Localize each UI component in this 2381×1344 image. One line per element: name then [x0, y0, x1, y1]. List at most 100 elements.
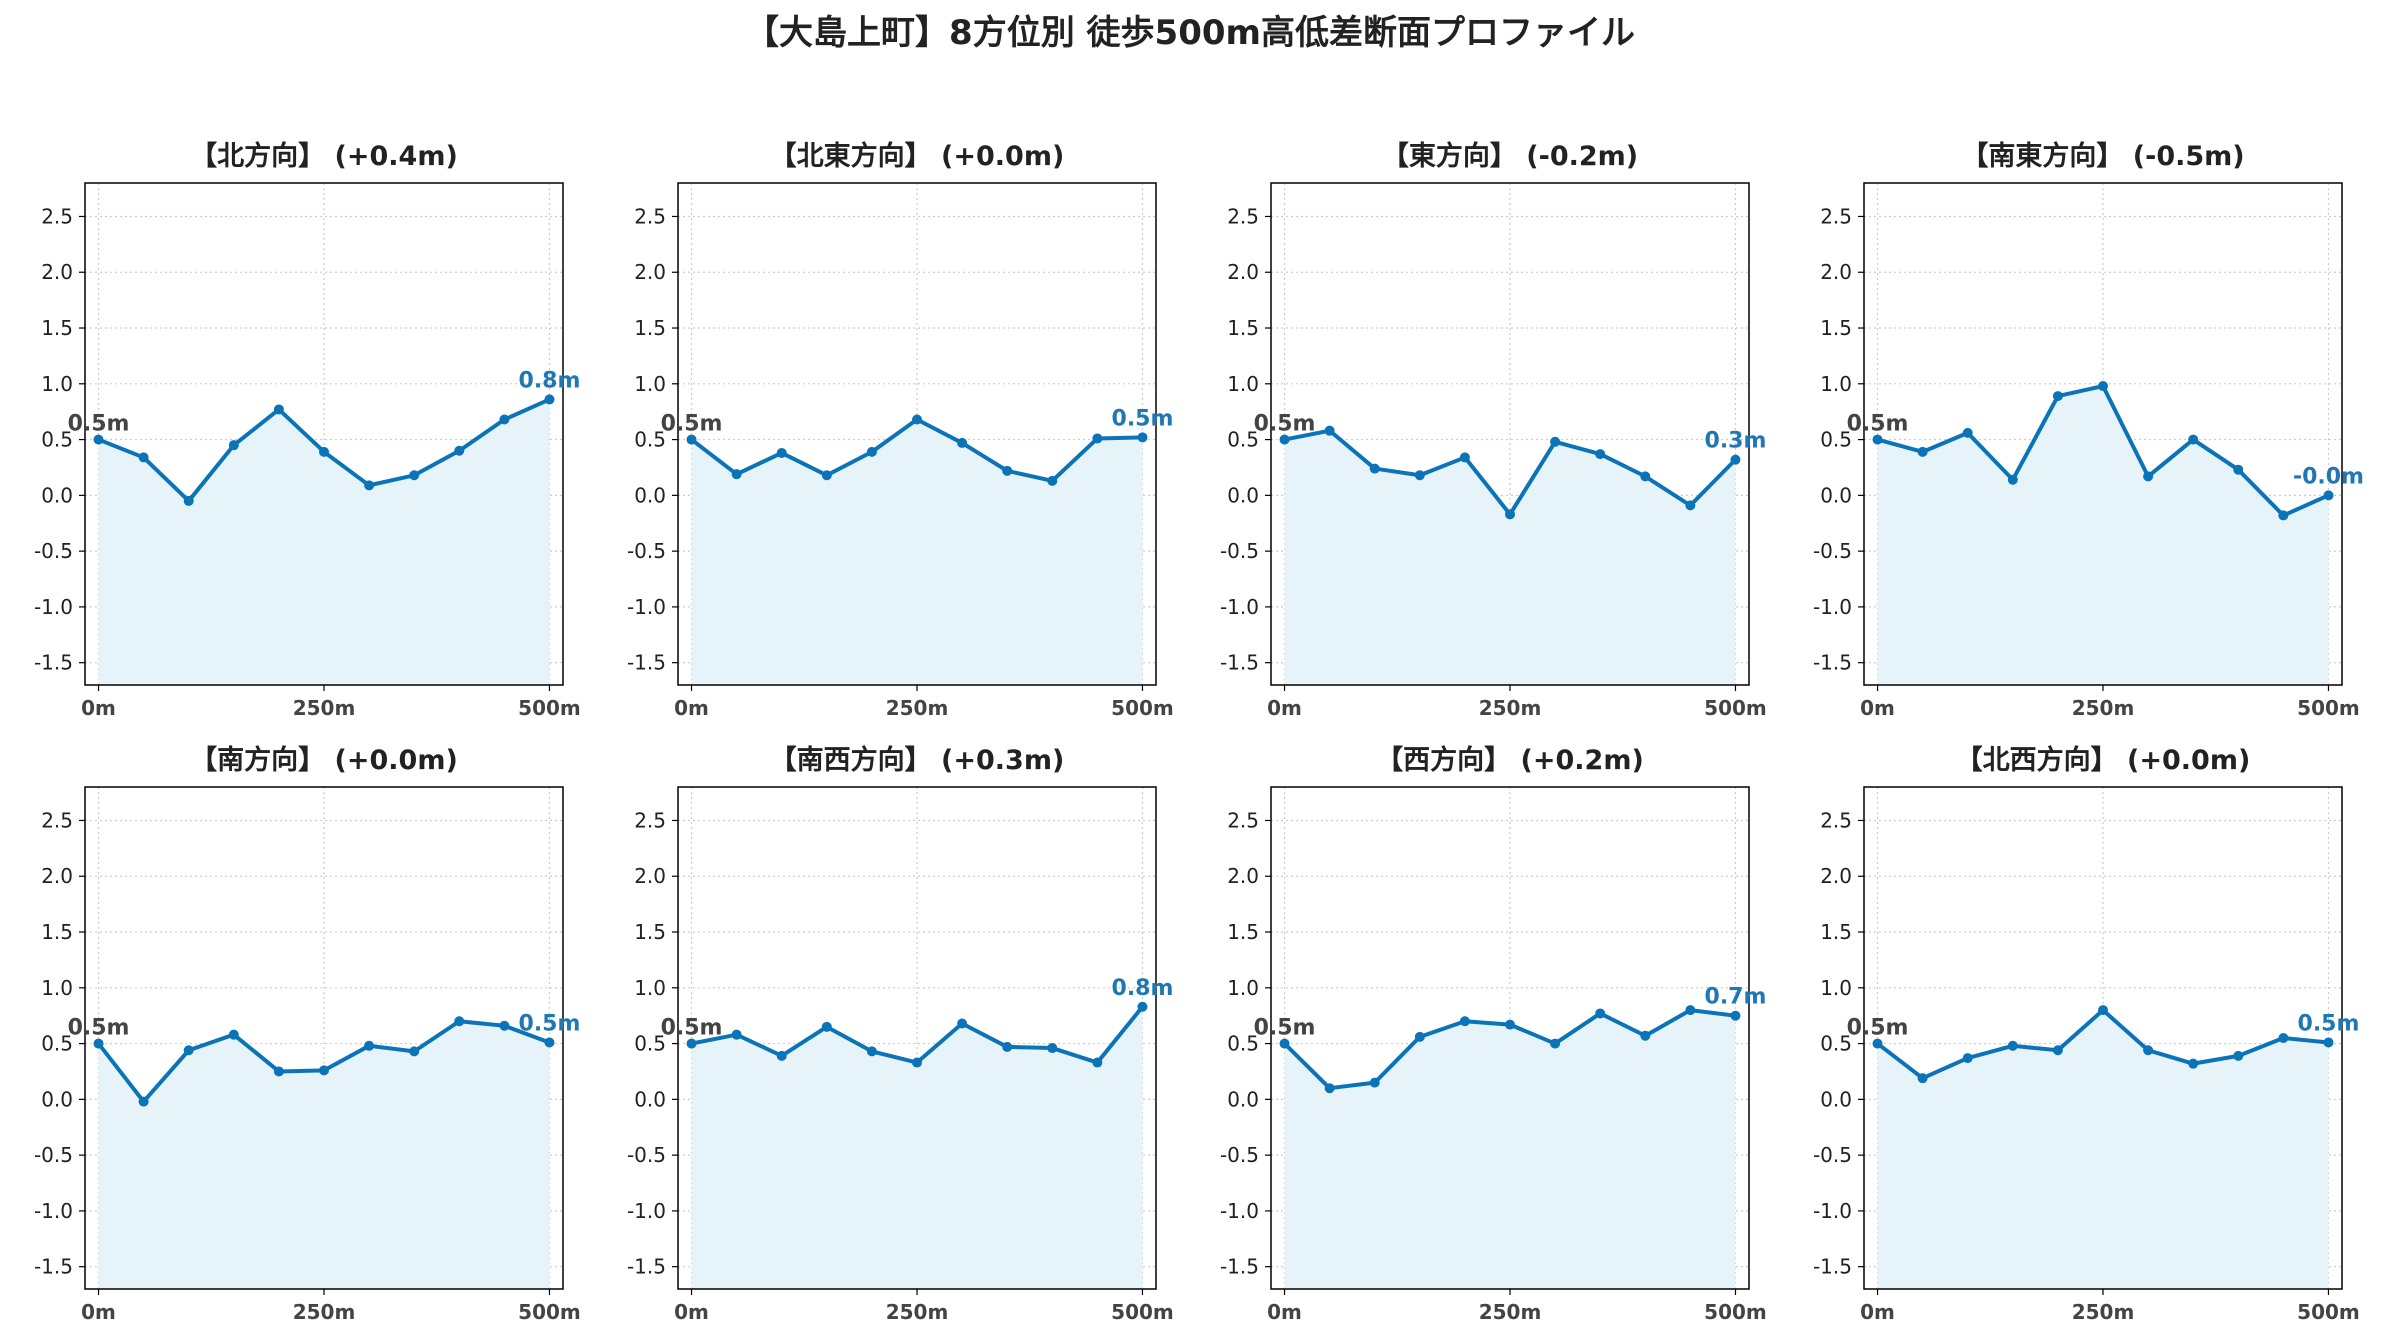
data-point	[499, 1020, 510, 1031]
area-fill	[1284, 430, 1736, 685]
data-point	[731, 469, 742, 480]
data-point	[2007, 474, 2018, 485]
y-tick-label: 1.0	[634, 372, 666, 396]
subplot-title: 【南東方向】 (-0.5m)	[1961, 140, 2244, 172]
start-value-label: 0.5m	[661, 1016, 723, 1041]
y-tick-label: 1.0	[41, 976, 73, 1000]
data-point	[1685, 1005, 1696, 1016]
y-tick-label: 2.0	[41, 260, 73, 284]
subplot-0: 【北方向】 (+0.4m) 2.5 2.0 1.5 1.0 0.5 0.0 -0.5 -1.0 -…	[34, 140, 581, 720]
subplot-7: 【北西方向】 (+0.0m) 2.5 2.0 1.5 1.0 0.5 0.0 -0.5 -1.0…	[1813, 744, 2360, 1324]
end-value-label: -0.0m	[2293, 464, 2364, 489]
subplot-4: 【南方向】 (+0.0m) 2.5 2.0 1.5 1.0 0.5 0.0 -0.5 -1.0 -…	[34, 744, 581, 1324]
end-value-label: 0.8m	[1112, 976, 1174, 1001]
data-point	[1324, 425, 1335, 436]
start-value-label: 0.5m	[68, 1016, 130, 1041]
data-point	[2098, 1005, 2108, 1016]
end-value-label: 0.8m	[519, 368, 581, 393]
y-tick-label: -0.5	[1220, 1143, 1259, 1167]
x-tick-label: 500m	[1111, 1300, 1174, 1324]
subplot-6: 【西方向】 (+0.2m) 2.5 2.0 1.5 1.0 0.5 0.0 -0.5 -1.0 -…	[1220, 744, 1767, 1324]
y-tick-label: -1.0	[1220, 1199, 1259, 1223]
y-tick-label: 0.0	[41, 1087, 73, 1111]
data-point	[2188, 1058, 2199, 1069]
y-tick-label: 0.0	[634, 1087, 666, 1111]
y-tick-label: 1.0	[634, 976, 666, 1000]
y-tick-label: -1.5	[1813, 1255, 1852, 1279]
x-tick-label: 250m	[1479, 696, 1542, 720]
data-point	[1595, 449, 1606, 460]
data-point	[454, 1016, 465, 1027]
y-tick-label: 1.5	[41, 316, 73, 340]
end-value-label: 0.5m	[519, 1011, 581, 1036]
area-fill	[691, 419, 1143, 685]
data-point	[776, 1050, 787, 1061]
data-point	[228, 1029, 239, 1040]
data-point	[93, 434, 104, 445]
data-point	[1092, 1057, 1103, 1068]
y-tick-label: 0.5	[1227, 428, 1259, 452]
data-point	[364, 1040, 375, 1051]
y-tick-label: 0.5	[634, 428, 666, 452]
y-tick-label: 0.5	[41, 428, 73, 452]
subplot-title: 【南方向】 (+0.0m)	[190, 744, 458, 776]
y-tick-label: 0.0	[1227, 483, 1259, 507]
end-value-label: 0.5m	[1112, 406, 1174, 431]
start-value-label: 0.5m	[68, 412, 130, 437]
y-tick-label: -0.5	[1813, 1143, 1852, 1167]
data-point	[731, 1029, 742, 1040]
main-title: 【大島上町】8方位別 徒歩500m高低差断面プロファイル	[745, 13, 1635, 53]
y-tick-label: -1.5	[627, 651, 666, 675]
y-tick-label: -1.5	[34, 651, 73, 675]
data-point	[1640, 471, 1651, 482]
y-tick-label: 0.5	[1820, 1032, 1852, 1056]
data-point	[2233, 1050, 2244, 1061]
data-point	[1137, 432, 1148, 443]
data-point	[1002, 465, 1013, 476]
data-point	[957, 1018, 968, 1029]
y-tick-label: -1.0	[34, 595, 73, 619]
subplot-3: 【南東方向】 (-0.5m) 2.5 2.0 1.5 1.0 0.5 0.0 -0.5 -1.0…	[1813, 140, 2364, 720]
y-tick-label: 2.5	[1820, 808, 1852, 832]
y-tick-label: 0.0	[1820, 483, 1852, 507]
x-tick-label: 0m	[81, 696, 116, 720]
data-point	[1369, 463, 1380, 474]
data-point	[1595, 1008, 1606, 1019]
area-fill	[1877, 1010, 2329, 1289]
start-value-label: 0.5m	[1254, 1016, 1316, 1041]
subplot-title: 【北東方向】 (+0.0m)	[770, 140, 1065, 172]
y-tick-label: -1.0	[1813, 1199, 1852, 1223]
y-tick-label: -0.5	[1813, 539, 1852, 563]
data-point	[2188, 434, 2199, 445]
subplot-title: 【西方向】 (+0.2m)	[1376, 744, 1644, 776]
y-tick-label: 1.5	[1820, 316, 1852, 340]
y-tick-label: 2.5	[41, 808, 73, 832]
end-value-label: 0.7m	[1705, 985, 1767, 1010]
data-point	[1917, 1073, 1928, 1084]
x-tick-label: 500m	[1704, 696, 1767, 720]
data-point	[1324, 1083, 1335, 1094]
data-point	[1137, 1001, 1148, 1012]
y-tick-label: 2.5	[41, 204, 73, 228]
y-tick-label: -1.0	[1220, 595, 1259, 619]
data-point	[1917, 446, 1928, 457]
y-tick-label: -1.0	[627, 1199, 666, 1223]
data-point	[2007, 1040, 2018, 1051]
data-point	[1279, 434, 1290, 445]
y-tick-label: -0.5	[627, 1143, 666, 1167]
x-tick-label: 0m	[674, 1300, 709, 1324]
x-tick-label: 250m	[293, 1300, 356, 1324]
start-value-label: 0.5m	[1254, 412, 1316, 437]
data-point	[454, 445, 465, 456]
data-point	[1459, 1016, 1470, 1027]
data-point	[2052, 391, 2063, 402]
y-tick-label: -1.5	[1813, 651, 1852, 675]
data-point	[138, 1096, 149, 1107]
data-point	[319, 446, 329, 457]
data-point	[544, 1037, 555, 1048]
data-point	[1505, 1019, 1515, 1030]
data-point	[319, 1065, 329, 1076]
data-point	[364, 480, 375, 491]
